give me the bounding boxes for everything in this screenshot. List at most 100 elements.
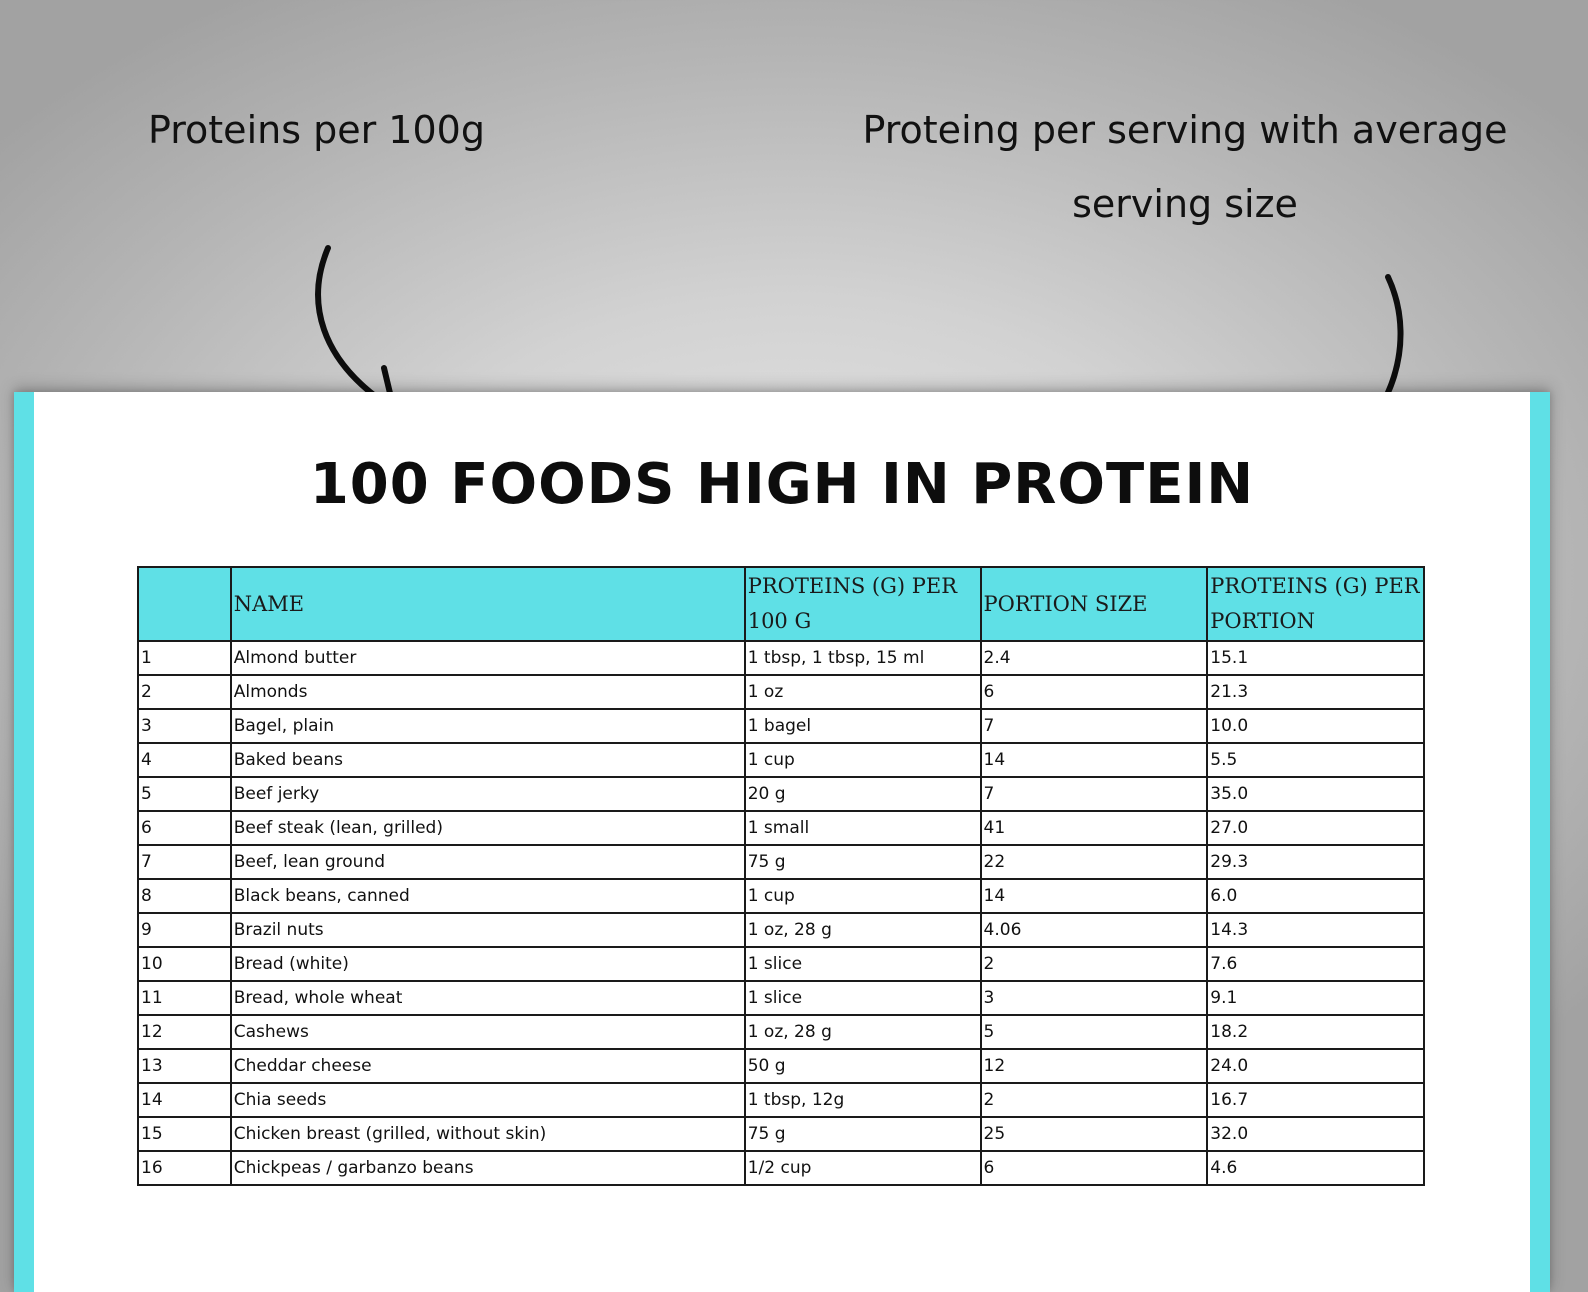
table-row: 12 Cashews 1 oz, 28 g 5 18.2 (137, 1014, 1425, 1050)
table-row: 8 Black beans, canned 1 cup 14 6.0 (137, 878, 1425, 914)
cell-proteins-per-portion: 9.1 (1206, 980, 1425, 1016)
table-row: 11 Bread, whole wheat 1 slice 3 9.1 (137, 980, 1425, 1016)
cell-proteins-per-100g: 1 oz (743, 674, 982, 710)
cell-name: Baked beans (229, 742, 746, 778)
cell-proteins-per-100g: 50 g (743, 1048, 982, 1084)
cell-proteins-per-portion: 4.6 (1206, 1150, 1425, 1186)
cell-name: Chickpeas / garbanzo beans (229, 1150, 746, 1186)
table-row: 14 Chia seeds 1 tbsp, 12g 2 16.7 (137, 1082, 1425, 1118)
cell-proteins-per-100g: 1 cup (743, 878, 982, 914)
table-row: 7 Beef, lean ground 75 g 22 29.3 (137, 844, 1425, 880)
table-header-row: NAME PROTEINS (G) PER 100 G PORTION SIZE… (137, 566, 1425, 642)
cell-proteins-per-portion: 5.5 (1206, 742, 1425, 778)
cell-name: Chia seeds (229, 1082, 746, 1118)
cell-portion-size: 14 (979, 878, 1209, 914)
annotation-proteins-per-100g: Proteins per 100g (148, 108, 485, 152)
cell-portion-size: 7 (979, 708, 1209, 744)
cell-portion-size: 25 (979, 1116, 1209, 1152)
cell-name: Brazil nuts (229, 912, 746, 948)
cell-name: Cheddar cheese (229, 1048, 746, 1084)
table-row: 2 Almonds 1 oz 6 21.3 (137, 674, 1425, 710)
cell-proteins-per-100g: 75 g (743, 1116, 982, 1152)
cell-portion-size: 2 (979, 1082, 1209, 1118)
cell-name: Bread (white) (229, 946, 746, 982)
column-header-portion-size: PORTION SIZE (979, 566, 1209, 642)
cell-index: 12 (137, 1014, 232, 1050)
table-row: 9 Brazil nuts 1 oz, 28 g 4.06 14.3 (137, 912, 1425, 948)
cell-name: Beef jerky (229, 776, 746, 812)
cell-proteins-per-100g: 1 small (743, 810, 982, 846)
table-row: 5 Beef jerky 20 g 7 35.0 (137, 776, 1425, 812)
cell-proteins-per-100g: 20 g (743, 776, 982, 812)
cell-proteins-per-100g: 1 oz, 28 g (743, 1014, 982, 1050)
cell-portion-size: 2.4 (979, 640, 1209, 676)
cell-name: Bagel, plain (229, 708, 746, 744)
table-row: 1 Almond butter 1 tbsp, 1 tbsp, 15 ml 2.4 15… (137, 640, 1425, 676)
cell-index: 2 (137, 674, 232, 710)
cell-proteins-per-portion: 6.0 (1206, 878, 1425, 914)
cell-portion-size: 6 (979, 674, 1209, 710)
table-row: 13 Cheddar cheese 50 g 12 24.0 (137, 1048, 1425, 1084)
cell-index: 15 (137, 1116, 232, 1152)
cell-index: 9 (137, 912, 232, 948)
cell-proteins-per-portion: 10.0 (1206, 708, 1425, 744)
cell-index: 5 (137, 776, 232, 812)
cell-name: Beef steak (lean, grilled) (229, 810, 746, 846)
column-header-proteins-per-portion: PROTEINS (G) PER PORTION (1206, 566, 1425, 642)
cell-index: 8 (137, 878, 232, 914)
column-header-index (137, 566, 232, 642)
annotation-proteins-per-serving: Proteing per serving with average servin… (862, 108, 1508, 226)
cell-proteins-per-100g: 1 bagel (743, 708, 982, 744)
cell-proteins-per-100g: 75 g (743, 844, 982, 880)
cell-index: 13 (137, 1048, 232, 1084)
table-row: 4 Baked beans 1 cup 14 5.5 (137, 742, 1425, 778)
cell-index: 6 (137, 810, 232, 846)
cell-name: Almonds (229, 674, 746, 710)
cell-index: 11 (137, 980, 232, 1016)
cell-proteins-per-portion: 29.3 (1206, 844, 1425, 880)
protein-table: NAME PROTEINS (G) PER 100 G PORTION SIZE… (137, 566, 1425, 1186)
cell-name: Cashews (229, 1014, 746, 1050)
cell-portion-size: 3 (979, 980, 1209, 1016)
table-row: 3 Bagel, plain 1 bagel 7 10.0 (137, 708, 1425, 744)
cell-proteins-per-portion: 32.0 (1206, 1116, 1425, 1152)
sheet-accent-border-right (1530, 392, 1550, 1292)
table-row: 6 Beef steak (lean, grilled) 1 small 41 27.0 (137, 810, 1425, 846)
cell-name: Black beans, canned (229, 878, 746, 914)
cell-proteins-per-portion: 15.1 (1206, 640, 1425, 676)
cell-proteins-per-100g: 1/2 cup (743, 1150, 982, 1186)
cell-portion-size: 41 (979, 810, 1209, 846)
cell-proteins-per-portion: 16.7 (1206, 1082, 1425, 1118)
cell-proteins-per-100g: 1 slice (743, 946, 982, 982)
cell-portion-size: 12 (979, 1048, 1209, 1084)
document-title: 100 FOODS HIGH IN PROTEIN (309, 452, 1255, 517)
cell-proteins-per-100g: 1 oz, 28 g (743, 912, 982, 948)
cell-index: 3 (137, 708, 232, 744)
table-row: 15 Chicken breast (grilled, without skin)… (137, 1116, 1425, 1152)
cell-name: Bread, whole wheat (229, 980, 746, 1016)
cell-proteins-per-portion: 14.3 (1206, 912, 1425, 948)
cell-portion-size: 5 (979, 1014, 1209, 1050)
cell-proteins-per-portion: 24.0 (1206, 1048, 1425, 1084)
cell-name: Almond butter (229, 640, 746, 676)
cell-proteins-per-portion: 27.0 (1206, 810, 1425, 846)
cell-proteins-per-100g: 1 tbsp, 1 tbsp, 15 ml (743, 640, 982, 676)
cell-portion-size: 2 (979, 946, 1209, 982)
cell-proteins-per-portion: 18.2 (1206, 1014, 1425, 1050)
cell-proteins-per-100g: 1 cup (743, 742, 982, 778)
cell-name: Chicken breast (grilled, without skin) (229, 1116, 746, 1152)
cell-name: Beef, lean ground (229, 844, 746, 880)
cell-index: 4 (137, 742, 232, 778)
cell-index: 10 (137, 946, 232, 982)
cell-proteins-per-portion: 21.3 (1206, 674, 1425, 710)
cell-portion-size: 4.06 (979, 912, 1209, 948)
cell-portion-size: 7 (979, 776, 1209, 812)
cell-proteins-per-100g: 1 tbsp, 12g (743, 1082, 982, 1118)
cell-portion-size: 6 (979, 1150, 1209, 1186)
column-header-proteins-per-100g: PROTEINS (G) PER 100 G (743, 566, 982, 642)
column-header-name: NAME (229, 566, 746, 642)
cell-index: 14 (137, 1082, 232, 1118)
cell-proteins-per-portion: 35.0 (1206, 776, 1425, 812)
cell-proteins-per-portion: 7.6 (1206, 946, 1425, 982)
cell-proteins-per-100g: 1 slice (743, 980, 982, 1016)
